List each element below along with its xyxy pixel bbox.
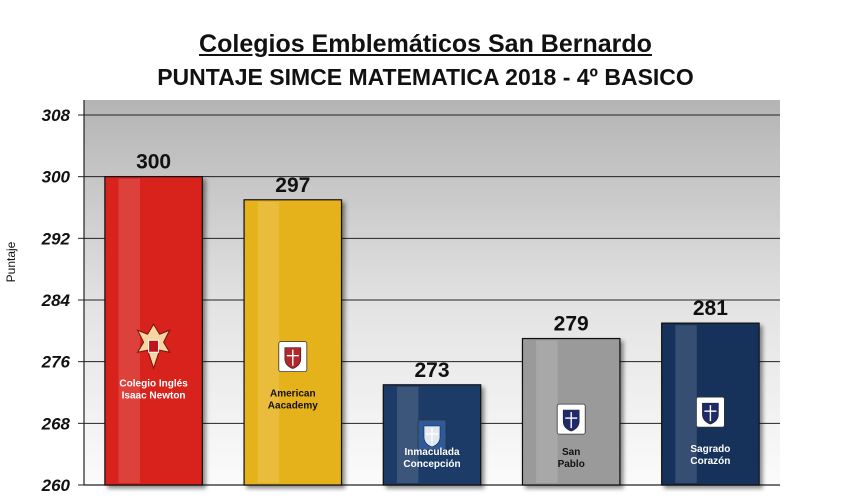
category-label: Concepción (403, 459, 460, 470)
data-label: 297 (275, 174, 310, 197)
data-label: 300 (136, 151, 171, 174)
sagrado-corazon-crest-icon (696, 396, 725, 428)
y-tick-label: 260 (41, 476, 71, 495)
bar-highlight (536, 340, 558, 483)
y-tick-label: 292 (41, 229, 71, 248)
category-label: Corazón (690, 456, 730, 467)
chart-subtitle: PUNTAJE SIMCE MATEMATICA 2018 - 4º BASIC… (157, 64, 694, 90)
category-label: Pablo (558, 459, 585, 470)
bar-highlight (396, 386, 419, 483)
y-axis-label: Puntaje (4, 241, 18, 282)
y-tick-label: 300 (42, 168, 71, 187)
bar-highlight (675, 325, 697, 483)
y-tick-label: 268 (41, 414, 71, 433)
shield-crest-icon (417, 419, 447, 451)
bar-highlight (257, 201, 280, 483)
category-label: Colegio Inglés (119, 378, 188, 389)
category-label: San (562, 447, 580, 458)
data-label: 281 (693, 297, 728, 320)
y-tick-label: 308 (42, 106, 71, 125)
y-tick-label: 276 (41, 353, 71, 372)
y-axis-ticks: 260 268 276 284 292 300 308 (41, 106, 84, 495)
y-tick-label: 284 (41, 291, 71, 310)
category-label: Inmaculada (404, 447, 459, 458)
chart-title: Colegios Emblemáticos San Bernardo (199, 30, 652, 58)
category-label: Sagrado (690, 444, 730, 455)
saint-paul-crest-icon (556, 403, 586, 435)
bar-highlight (118, 178, 140, 483)
data-label: 273 (414, 359, 449, 382)
category-label: American (270, 389, 316, 400)
bar (661, 322, 760, 486)
category-label: Aacademy (268, 401, 318, 412)
crest-shield (148, 339, 160, 353)
crest-eagle-icon (136, 323, 171, 370)
data-label: 279 (554, 313, 589, 336)
academy-crest-icon (278, 341, 308, 373)
category-label: Isaac Newton (122, 390, 186, 401)
